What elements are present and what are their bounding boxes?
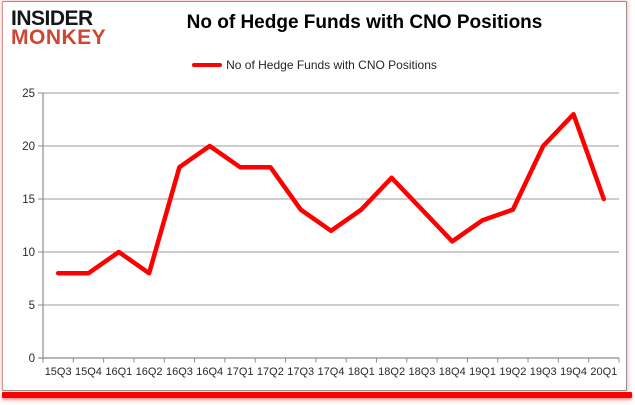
x-tick-label-18Q2: 18Q2 [378,366,405,378]
x-tick-label-18Q4: 18Q4 [439,366,466,378]
x-tick-label-18Q3: 18Q3 [408,366,435,378]
y-tick-label-15: 15 [22,194,35,206]
x-tick-label-15Q4: 15Q4 [75,366,102,378]
x-tick-label-19Q3: 19Q3 [530,366,557,378]
x-tick-label-15Q3: 15Q3 [45,366,72,378]
legend-label: No of Hedge Funds with CNO Positions [226,58,437,72]
y-tick-label-10: 10 [22,247,35,259]
y-tick-label-25: 25 [22,88,35,100]
x-tick-label-17Q3: 17Q3 [287,366,314,378]
x-tick-label-18Q1: 18Q1 [348,366,375,378]
x-tick-label-16Q1: 16Q1 [105,366,132,378]
y-tick-label-5: 5 [29,300,35,312]
y-tick-label-0: 0 [29,353,35,365]
x-tick-label-17Q1: 17Q1 [227,366,254,378]
x-tick-label-19Q2: 19Q2 [499,366,526,378]
logo-line2: MONKEY [11,26,107,50]
red-bottom-accent-bar [2,392,632,398]
x-tick-label-20Q1: 20Q1 [590,366,617,378]
chart-frame: 0 5 10 15 20 25 15Q3 15Q4 16Q1 16Q2 16Q3 16Q4 17Q1 17… [2,1,627,391]
chart-title: No of Hedge Funds with CNO Positions [186,12,543,33]
x-tick-label-17Q2: 17Q2 [257,366,284,378]
legend: No of Hedge Funds with CNO Positions [3,58,626,72]
x-tick-label-16Q3: 16Q3 [166,366,193,378]
x-tick-label-16Q4: 16Q4 [196,366,223,378]
y-tick-label-20: 20 [22,141,35,153]
x-tick-label-19Q1: 19Q1 [469,366,496,378]
x-tick-label-16Q2: 16Q2 [136,366,163,378]
insider-monkey-logo: INSIDER MONKEY [11,7,107,50]
legend-line-swatch [192,63,223,67]
series-line-0 [55,111,607,276]
logo-line1: INSIDER [11,7,93,30]
x-tick-label-19Q4: 19Q4 [560,366,587,378]
x-tick-label-17Q4: 17Q4 [318,366,345,378]
